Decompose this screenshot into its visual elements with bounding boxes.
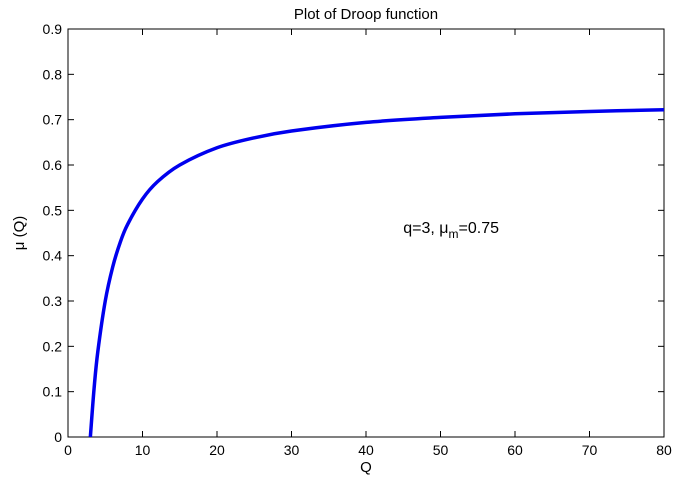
plot-frame — [67, 28, 665, 438]
y-tick-label: 0.8 — [43, 66, 63, 82]
x-tick-label: 20 — [209, 442, 225, 458]
y-tick-label: 0 — [54, 429, 62, 445]
y-tick-label: 0.6 — [43, 157, 63, 173]
x-tick-label: 10 — [135, 442, 151, 458]
y-tick-label: 0.7 — [43, 112, 63, 128]
y-tick-label: 0.2 — [43, 338, 63, 354]
axis-ticks — [67, 28, 665, 438]
x-tick-label: 60 — [507, 442, 523, 458]
y-axis-label: μ (Q) — [11, 216, 28, 250]
annotation-subscript: m — [449, 227, 459, 241]
y-tick-label: 0.4 — [43, 248, 63, 264]
plot-area: q=3, μm=0.75 — [67, 28, 665, 438]
x-tick-label: 50 — [433, 442, 449, 458]
x-tick-label: 40 — [358, 442, 374, 458]
chart-title: Plot of Droop function — [294, 6, 438, 23]
parameter-annotation: q=3, μm=0.75 — [403, 220, 499, 241]
x-axis-label: Q — [360, 459, 372, 476]
x-tick-label: 0 — [64, 442, 72, 458]
x-tick-label: 80 — [656, 442, 672, 458]
y-tick-label: 0.9 — [43, 21, 63, 37]
x-tick-labels: 0 10 20 30 40 50 60 70 80 — [64, 442, 672, 458]
y-tick-label: 0.5 — [43, 202, 63, 218]
x-tick-label: 70 — [582, 442, 598, 458]
series-line-droop — [88, 107, 665, 438]
annotation-prefix: q=3, μ — [403, 220, 448, 237]
y-tick-label: 0.1 — [43, 384, 63, 400]
y-tick-label: 0.3 — [43, 293, 63, 309]
annotation-suffix: =0.75 — [459, 220, 500, 237]
y-tick-labels: 0 0.1 0.2 0.3 0.4 0.5 0.6 0.7 0.8 0.9 — [43, 21, 63, 445]
x-tick-label: 30 — [284, 442, 300, 458]
